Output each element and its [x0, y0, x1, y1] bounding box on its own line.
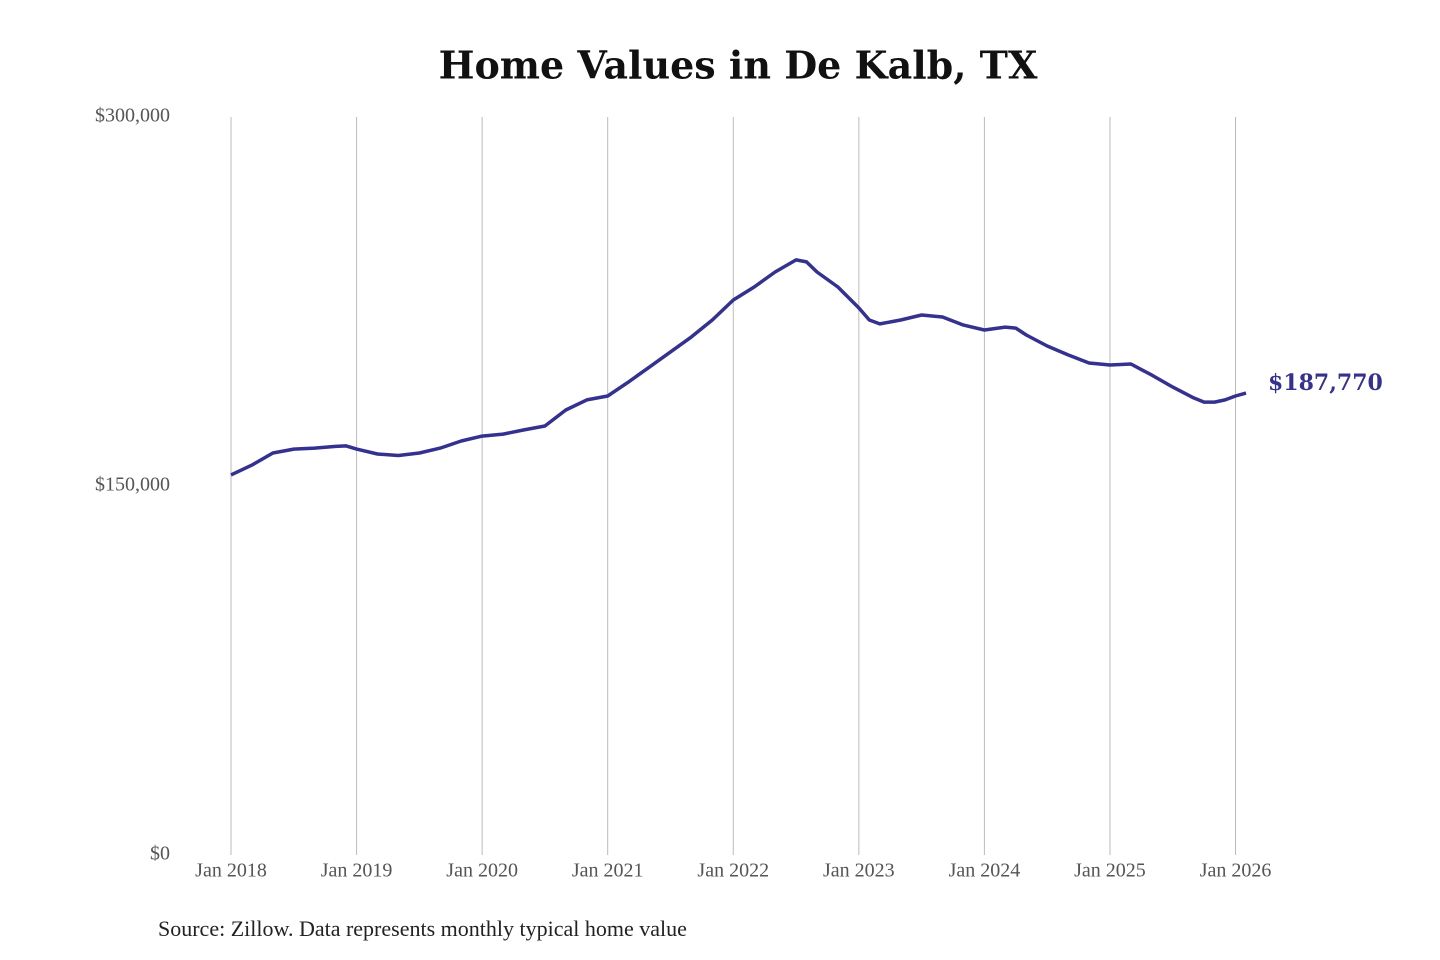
x-tick-label: Jan 2018: [195, 860, 267, 882]
data-line: [230, 258, 1247, 477]
x-tick-label: Jan 2021: [572, 860, 644, 882]
x-tick-label: Jan 2020: [446, 860, 518, 882]
x-tick-label: Jan 2025: [1074, 860, 1146, 882]
x-tick-label: Jan 2026: [1200, 860, 1272, 882]
y-tick-label: $300,000: [95, 105, 170, 127]
value-label: $187,770: [1268, 370, 1383, 396]
y-tick-label: $150,000: [95, 474, 170, 496]
x-tick-label: Jan 2019: [321, 860, 393, 882]
chart-title: Home Values in De Kalb, TX: [439, 43, 1038, 88]
x-tick-label: Jan 2023: [823, 860, 895, 882]
x-tick-label: Jan 2022: [697, 860, 769, 882]
source-note: Source: Zillow. Data represents monthly …: [158, 916, 687, 941]
y-tick-label: $0: [150, 843, 170, 865]
x-tick-label: Jan 2024: [949, 860, 1021, 882]
